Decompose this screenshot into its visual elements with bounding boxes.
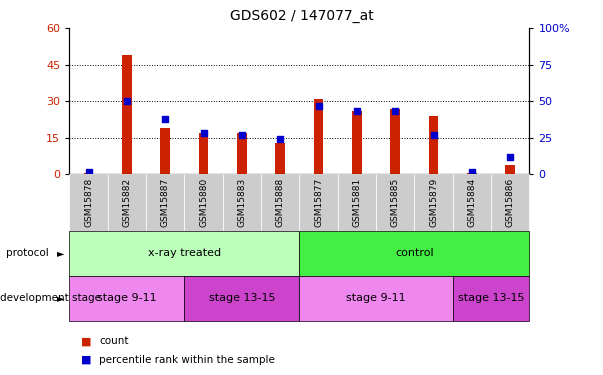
Text: GSM15886: GSM15886 [506,178,515,227]
Bar [237,133,247,174]
Bar [84,173,93,174]
Bar [199,133,208,174]
Text: GSM15884: GSM15884 [467,178,476,227]
Bar [467,173,477,174]
Text: stage 13-15: stage 13-15 [209,293,275,303]
Bar [391,109,400,174]
Text: GSM15878: GSM15878 [84,178,93,227]
Point [429,132,438,138]
Text: GSM15879: GSM15879 [429,178,438,227]
Text: development stage: development stage [0,293,101,303]
Text: GSM15883: GSM15883 [238,178,247,227]
Point [276,136,285,142]
Text: stage 9-11: stage 9-11 [346,293,406,303]
Bar [352,111,362,174]
Text: stage 9-11: stage 9-11 [97,293,157,303]
Text: count: count [99,336,129,346]
Bar [314,99,323,174]
Bar [429,116,438,174]
Bar [505,165,515,174]
Point [467,169,477,175]
Text: GSM15880: GSM15880 [199,178,208,227]
Text: protocol: protocol [6,248,49,258]
Point [237,132,247,138]
Text: GSM15882: GSM15882 [122,178,131,227]
Text: x-ray treated: x-ray treated [148,248,221,258]
Text: control: control [395,248,434,258]
Text: ■: ■ [81,355,92,365]
Text: GSM15888: GSM15888 [276,178,285,227]
Point [199,130,209,136]
Text: stage 13-15: stage 13-15 [458,293,525,303]
Bar [276,143,285,174]
Bar [160,128,170,174]
Text: GSM15877: GSM15877 [314,178,323,227]
Point [314,103,323,109]
Point [160,116,170,122]
Text: GSM15887: GSM15887 [160,178,169,227]
Point [84,169,93,175]
Point [122,98,131,104]
Text: ►: ► [57,293,65,303]
Point [390,108,400,114]
Text: ■: ■ [81,336,92,346]
Point [352,108,362,114]
Text: GDS602 / 147077_at: GDS602 / 147077_at [230,9,373,23]
Point [505,154,515,160]
Bar [122,55,131,174]
Text: ►: ► [57,248,65,258]
Text: GSM15881: GSM15881 [352,178,361,227]
Text: percentile rank within the sample: percentile rank within the sample [99,355,276,365]
Text: GSM15885: GSM15885 [391,178,400,227]
